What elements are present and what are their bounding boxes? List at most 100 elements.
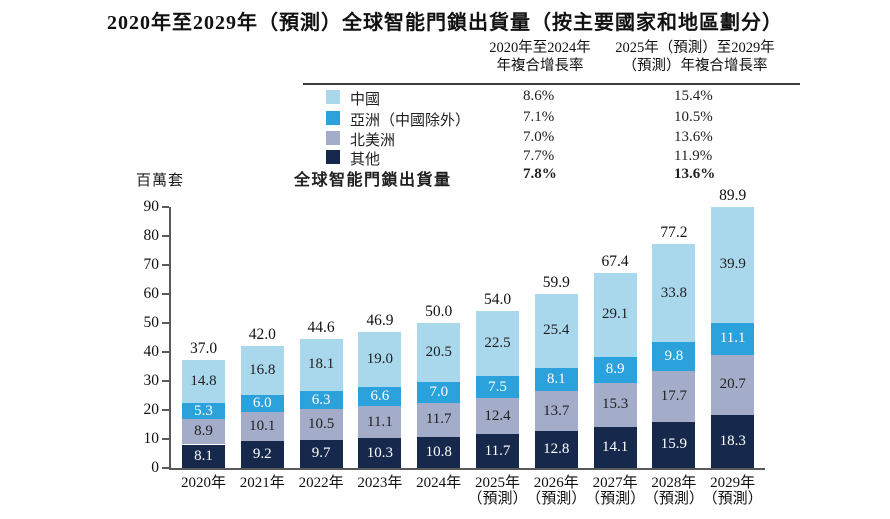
bar-segment-china-2028年 <box>652 244 696 343</box>
bar-segment-others-2029年 <box>711 414 755 468</box>
bar-segment-others-2021年 <box>240 441 284 468</box>
bar-segment-asia-ex-china-2023年 <box>358 386 402 406</box>
chart-title: 2020年至2029年（預測）全球智能門鎖出貨量（按主要國家和地區劃分） <box>107 12 783 34</box>
x-axis-label-year: 2028年 <box>651 475 697 491</box>
bar-segment-label-china-2026年: 25.4 <box>543 322 570 339</box>
bar-segment-label-asia-ex-china-2023年: 6.6 <box>370 387 390 404</box>
x-axis-label-2021年: 2021年 <box>222 475 303 491</box>
bar-segment-label-others-2023年: 10.3 <box>366 444 394 461</box>
y-tick-70 <box>162 264 169 266</box>
legend-swatch-north-america <box>326 131 340 145</box>
bar-segment-north-america-2021年 <box>240 412 284 442</box>
bar-segment-label-china-2027年: 29.1 <box>601 306 629 323</box>
bar-segment-label-china-2029年: 39.9 <box>719 256 746 273</box>
legend-swatch-china <box>326 90 340 104</box>
bar-segment-label-north-america-2022年: 10.5 <box>307 416 335 433</box>
bar-segment-label-north-america-2025年: 12.4 <box>484 407 511 424</box>
legend-label-china: 中國 <box>350 92 381 108</box>
bar-segment-label-asia-ex-china-2022年: 6.3 <box>311 391 331 408</box>
bar-segment-label-north-america-2021年: 10.1 <box>249 418 276 435</box>
bar-segment-label-others-2027年: 14.1 <box>601 439 629 456</box>
y-tick-40 <box>162 351 169 353</box>
x-axis-label-2025年: 2025年 （預測） <box>457 475 538 507</box>
bar-total-label-2027年: 67.4 <box>601 252 629 270</box>
bar-segment-china-2021年 <box>240 345 284 395</box>
bar-total-label-2023年: 46.9 <box>366 311 394 329</box>
legend-label-others: 其他 <box>350 152 381 168</box>
bar-segment-others-2020年 <box>182 444 225 468</box>
cagr-column2-header-line1: 2025年（預測）至2029年 <box>615 40 775 56</box>
bar-segment-others-2022年 <box>299 439 343 468</box>
y-axis-unit-label: 百萬套 <box>136 173 185 189</box>
y-tick-label-80: 80 <box>143 226 160 244</box>
bar-segment-others-2027年 <box>593 427 637 468</box>
cagr-column2-header: 2025年（預測）至2029年 （預測）年複合增長率 <box>600 39 790 75</box>
cagr-2025-2029-north-america: 13.6% <box>674 129 713 145</box>
bar-segment-label-asia-ex-china-2026年: 8.1 <box>546 370 566 387</box>
x-axis-label-2026年: 2026年 （預測） <box>516 475 597 507</box>
cagr-2025-2029-others: 11.9% <box>674 148 713 164</box>
y-tick-10 <box>162 438 169 440</box>
bar-segment-china-2023年 <box>358 331 402 387</box>
bar-segment-others-2023年 <box>358 438 402 468</box>
legend-row-asia-ex-china: 亞洲（中國除外） 7.1% 10.5% <box>0 109 820 129</box>
legend-label-north-america: 北美洲 <box>350 133 396 149</box>
bar-segment-north-america-2026年 <box>534 391 578 431</box>
bar-segment-label-china-2028年: 33.8 <box>660 284 688 301</box>
legend-row-north-america: 北美洲 7.0% 13.6% <box>0 129 820 149</box>
bar-total-label-2024年: 50.0 <box>425 303 453 320</box>
cagr-2020-2024-china: 8.6% <box>523 88 555 104</box>
bar-segment-label-asia-ex-china-2029年: 11.1 <box>719 330 746 347</box>
x-axis-label-2022年: 2022年 <box>281 475 362 491</box>
bar-segment-others-2026年 <box>534 430 578 468</box>
cagr-2020-2024-north-america: 7.0% <box>523 129 555 145</box>
x-axis-label-2027年: 2027年 （預測） <box>575 475 656 507</box>
bar-segment-china-2027年 <box>593 272 637 357</box>
bar-segment-label-asia-ex-china-2028年: 9.8 <box>664 347 684 364</box>
x-axis-label-2029年: 2029年 （預測） <box>692 475 773 507</box>
x-axis-label-2023年: 2023年 <box>339 475 420 491</box>
y-tick-label-70: 70 <box>143 255 160 273</box>
bar-segment-north-america-2020年 <box>182 418 225 445</box>
y-tick-label-20: 20 <box>143 400 160 418</box>
bar-segment-asia-ex-china-2022年 <box>299 391 343 410</box>
legend-label-asia-ex-china: 亞洲（中國除外） <box>350 113 471 129</box>
bar-segment-china-2022年 <box>299 338 343 392</box>
bar-segment-label-asia-ex-china-2021年: 6.0 <box>252 394 272 411</box>
y-tick-label-90: 90 <box>143 197 160 215</box>
bar-segment-label-north-america-2028年: 17.7 <box>660 387 688 404</box>
y-tick-60 <box>162 293 169 295</box>
bar-segment-north-america-2023年 <box>358 405 402 439</box>
bar-total-label-2028年: 77.2 <box>660 224 688 242</box>
bar-segment-label-others-2022年: 9.7 <box>311 445 331 462</box>
bar-segment-asia-ex-china-2028年 <box>652 342 696 371</box>
y-tick-label-10: 10 <box>143 429 160 447</box>
legend-table-rule <box>303 83 800 85</box>
bar-segment-label-asia-ex-china-2027年: 8.9 <box>605 361 625 378</box>
x-axis-label-year: 2021年 <box>239 475 285 491</box>
y-tick-label-30: 30 <box>143 371 160 389</box>
bar-segment-asia-ex-china-2025年 <box>476 376 519 399</box>
bar-segment-label-others-2024年: 10.8 <box>425 443 452 460</box>
x-axis-label-year: 2029年 <box>710 475 756 491</box>
bar-segment-china-2029年 <box>711 207 755 323</box>
x-axis-label-2020年: 2020年 <box>163 475 244 491</box>
bar-segment-label-china-2025年: 22.5 <box>484 335 511 352</box>
bar-total-label-2025年: 54.0 <box>483 291 512 309</box>
x-axis-label-year: 2024年 <box>416 475 462 491</box>
bar-segment-label-others-2020年: 8.1 <box>194 447 213 464</box>
bar-segment-label-north-america-2026年: 13.7 <box>543 402 570 419</box>
bar-segment-asia-ex-china-2029年 <box>711 322 755 355</box>
bar-segment-label-north-america-2023年: 11.1 <box>367 413 393 430</box>
bar-segment-label-north-america-2024年: 11.7 <box>425 411 452 428</box>
bar-segment-label-north-america-2027年: 15.3 <box>601 396 629 413</box>
x-axis-label-2028年: 2028年 （預測） <box>633 475 714 507</box>
total-row-label: 全球智能門鎖出貨量 <box>294 172 452 189</box>
bar-segment-asia-ex-china-2027年 <box>593 356 637 383</box>
y-tick-50 <box>162 322 169 324</box>
bar-total-label-2026年: 59.9 <box>542 274 570 291</box>
x-axis-label-year: 2027年 <box>592 475 638 491</box>
bar-segment-label-others-2026年: 12.8 <box>543 440 570 457</box>
y-tick-80 <box>162 235 169 237</box>
